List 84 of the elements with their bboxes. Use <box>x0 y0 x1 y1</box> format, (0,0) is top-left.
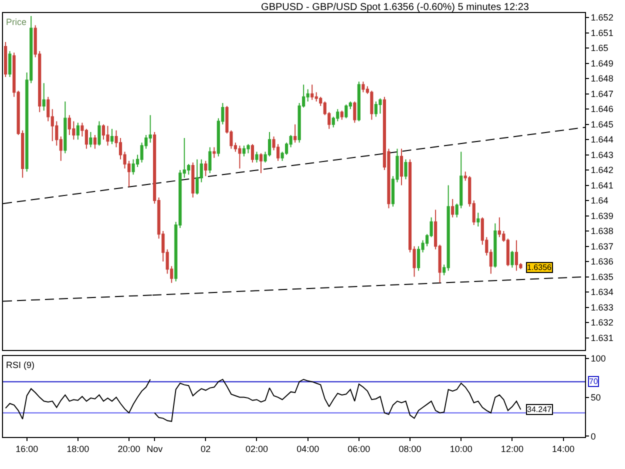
annotation: 34.247 <box>527 405 552 414</box>
line-series <box>154 378 522 422</box>
candlestick <box>494 222 497 268</box>
candlestick <box>212 146 216 158</box>
y-tick-label: 1.632 <box>590 318 614 328</box>
y-tick-label: 1.652 <box>590 12 614 23</box>
candlestick <box>191 162 194 198</box>
candlestick <box>250 144 254 163</box>
candlestick <box>498 216 501 238</box>
x-tick-label: 08:00 <box>398 444 422 454</box>
candlestick <box>510 250 514 268</box>
candlestick <box>446 184 450 272</box>
candlestick <box>208 146 212 174</box>
candlestick <box>451 198 454 218</box>
chart-title: GBPUSD - GBP/USD Spot 1.6356 (-0.60%) 5 minutes 12:23 <box>261 2 530 13</box>
y-tick-label: 1.637 <box>590 241 614 252</box>
y-tick-label: 1.646 <box>590 104 614 114</box>
y-tick-label: 1.64 <box>590 196 608 206</box>
y-tick-label: 1.639 <box>590 210 614 221</box>
candlestick <box>294 124 297 144</box>
candlestick <box>310 84 314 100</box>
candlestick <box>64 100 67 154</box>
candlestick <box>76 122 80 140</box>
text: RSI (9) <box>6 360 35 370</box>
candlestick <box>353 100 356 124</box>
candlestick <box>344 104 348 119</box>
y-tick-label: 1.643 <box>590 150 614 160</box>
candlestick <box>8 50 12 78</box>
y-tick-label: 1.645 <box>590 119 614 130</box>
x-tick-label: 02:00 <box>245 444 268 454</box>
candlestick <box>340 110 344 120</box>
y-tick-label: 1.634 <box>590 287 614 298</box>
candlestick <box>238 145 242 170</box>
candlestick <box>404 158 408 180</box>
y-tick-label: 1.635 <box>590 272 614 282</box>
y-tick-label: 1.648 <box>590 74 614 84</box>
x-tick-label: 14:00 <box>552 444 575 454</box>
x-tick-label: 10:00 <box>450 444 472 454</box>
candlestick <box>255 151 258 163</box>
y-tick-label: 1.651 <box>590 28 614 38</box>
candlestick <box>370 90 374 120</box>
x-tick-label: 04:00 <box>296 444 320 454</box>
y-tick-label: 0 <box>590 431 596 442</box>
candlestick <box>89 131 92 148</box>
candlestick <box>132 158 135 176</box>
candlestick <box>362 81 365 93</box>
y-tick-label: 1.649 <box>590 58 614 68</box>
candlestick <box>106 125 110 146</box>
candlestick <box>400 148 404 186</box>
candlestick <box>204 160 208 177</box>
x-tick-label: Nov <box>146 444 164 454</box>
candlestick <box>357 81 360 122</box>
annotation: 1.6356 <box>527 263 552 272</box>
x-tick-label: 12:00 <box>500 444 524 454</box>
y-tick-label: 1.644 <box>590 134 614 145</box>
candlestick <box>4 41 8 78</box>
candlestick <box>42 82 46 112</box>
y-tick-label: 1.647 <box>590 88 614 99</box>
x-tick-label: 16:00 <box>16 444 38 454</box>
y-tick-label: 100 <box>590 353 606 364</box>
annotation: Price <box>6 17 27 27</box>
y-tick-label: 1.636 <box>590 256 614 267</box>
y-tick-label: 1.633 <box>590 302 614 312</box>
candlestick <box>242 145 246 157</box>
candlestick <box>98 120 101 146</box>
candlestick <box>259 152 263 174</box>
x-tick-label: 06:00 <box>348 444 370 454</box>
candlestick <box>378 98 382 114</box>
candlestick <box>476 212 480 227</box>
y-tick-label: 1.65 <box>590 43 608 54</box>
candlestick <box>110 128 114 145</box>
y-tick-label: 1.638 <box>590 226 614 236</box>
x-tick-label: 18:00 <box>66 444 90 454</box>
ref-line-label: 70 <box>589 377 598 386</box>
y-tick-label: 1.631 <box>590 332 614 343</box>
candlestick <box>93 134 97 150</box>
candlestick <box>196 158 199 195</box>
y-tick-label: 1.641 <box>590 180 614 190</box>
x-tick-label: 20:00 <box>118 444 140 454</box>
y-tick-label: 50 <box>590 392 601 402</box>
y-tick-label: 1.642 <box>590 165 614 176</box>
x-tick-label: 02 <box>200 444 211 454</box>
candlestick <box>68 114 71 136</box>
candlestick <box>246 144 250 154</box>
